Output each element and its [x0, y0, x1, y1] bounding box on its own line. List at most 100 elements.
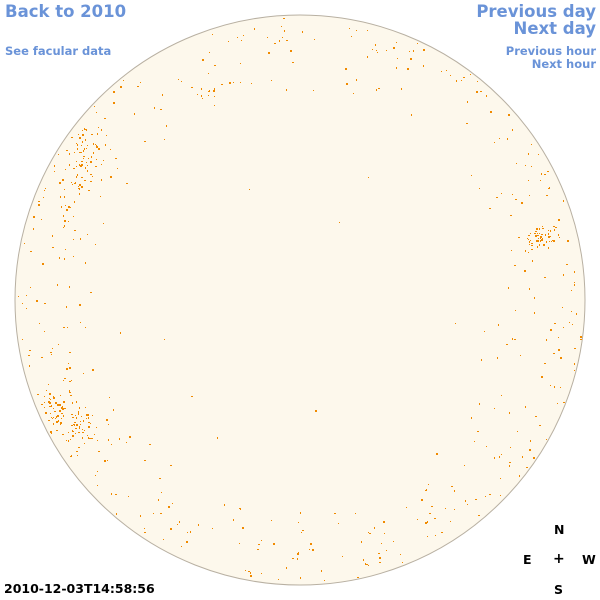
facula-dot: [499, 138, 500, 139]
facula-dot: [547, 171, 549, 172]
facula-dot: [164, 339, 165, 340]
facula-dot: [168, 506, 170, 508]
next-hour-link[interactable]: Next hour: [531, 57, 596, 71]
facula-dot: [97, 471, 98, 472]
facula-dot: [249, 189, 250, 190]
facula-dot: [162, 94, 163, 96]
facula-dot: [486, 95, 487, 97]
facula-dot: [539, 244, 540, 246]
facula-dot: [197, 94, 198, 95]
facula-dot: [548, 233, 549, 235]
facula-dot: [75, 433, 76, 434]
facula-dot: [378, 88, 380, 89]
facula-dot: [43, 197, 44, 198]
facula-dot: [88, 437, 89, 439]
facula-dot: [41, 219, 42, 220]
facula-dot: [454, 509, 455, 510]
facula-dot: [68, 363, 69, 364]
facula-dot: [248, 571, 250, 572]
facula-dot: [191, 396, 193, 397]
facula-dot: [445, 508, 446, 509]
facula-dot: [65, 249, 66, 250]
facula-dot: [90, 161, 92, 163]
facula-dot: [558, 219, 560, 221]
facula-dot: [41, 404, 43, 405]
facula-dot: [509, 462, 511, 463]
facula-dot: [551, 241, 552, 242]
facula-dot: [396, 67, 397, 69]
facula-dot: [549, 241, 550, 242]
facula-dot: [423, 49, 425, 51]
facula-dot: [239, 543, 240, 544]
facula-dot: [558, 349, 560, 351]
facula-dot: [243, 35, 244, 36]
facula-dot: [574, 363, 575, 365]
facula-dot: [77, 455, 78, 456]
facula-dot: [54, 397, 55, 398]
facula-dot: [82, 134, 84, 136]
facula-dot: [69, 391, 70, 392]
facula-dot: [117, 168, 118, 169]
facula-dot: [541, 376, 543, 378]
facula-dot: [374, 527, 375, 529]
facula-dot: [61, 206, 62, 208]
facula-dot: [134, 113, 135, 115]
previous-hour-link[interactable]: Previous hour: [505, 44, 596, 58]
facula-dot: [108, 424, 109, 425]
facula-dot: [137, 86, 139, 87]
facula-dot: [61, 407, 62, 408]
facula-dot: [86, 414, 87, 416]
see-facular-data-link[interactable]: See facular data: [5, 44, 112, 58]
facula-dot: [512, 129, 513, 131]
facula-dot: [126, 442, 127, 443]
facula-dot: [562, 307, 563, 308]
facula-dot: [339, 222, 340, 223]
facula-dot: [110, 176, 112, 178]
facula-dot: [554, 386, 555, 388]
back-to-year-link[interactable]: Back to 2010: [5, 2, 127, 21]
facula-dot: [87, 414, 89, 416]
facula-dot: [541, 239, 543, 241]
facula-dot: [87, 234, 88, 235]
facula-dot: [144, 141, 146, 142]
previous-day-link[interactable]: Previous day: [476, 2, 596, 21]
facula-dot: [70, 439, 71, 440]
facula-dot: [57, 415, 59, 417]
facula-dot: [250, 572, 251, 574]
facula-dot: [109, 397, 110, 398]
facula-dot: [101, 179, 102, 181]
facula-dot: [60, 424, 61, 425]
facula-dot: [54, 165, 55, 167]
facula-dot: [532, 260, 533, 262]
facula-dot: [72, 435, 74, 437]
facula-dot: [30, 287, 31, 288]
facula-dot: [548, 247, 549, 249]
facula-dot: [95, 475, 96, 476]
facula-dot: [494, 142, 495, 143]
facula-dot: [71, 455, 72, 457]
facula-dot: [78, 413, 79, 415]
facula-dot: [79, 426, 80, 427]
facula-dot: [560, 357, 562, 359]
facula-dot: [177, 524, 178, 525]
facula-dot: [149, 444, 151, 445]
facula-dot: [126, 183, 128, 184]
facula-dot: [95, 244, 96, 245]
next-day-link[interactable]: Next day: [513, 19, 596, 38]
facula-dot: [552, 240, 553, 241]
facula-dot: [214, 65, 216, 66]
facula-dot: [494, 457, 495, 459]
facula-dot: [566, 264, 568, 265]
facula-dot: [522, 456, 523, 458]
facula-dot: [66, 306, 67, 308]
facula-dot: [402, 562, 403, 563]
facula-dot: [550, 329, 552, 331]
facula-dot: [531, 249, 533, 250]
facula-dot: [44, 303, 46, 304]
facula-dot: [209, 52, 210, 53]
facula-dot: [82, 429, 83, 430]
facula-dot: [221, 84, 223, 85]
facula-dot: [65, 205, 66, 206]
facula-dot: [106, 419, 108, 421]
facula-dot: [212, 528, 213, 529]
